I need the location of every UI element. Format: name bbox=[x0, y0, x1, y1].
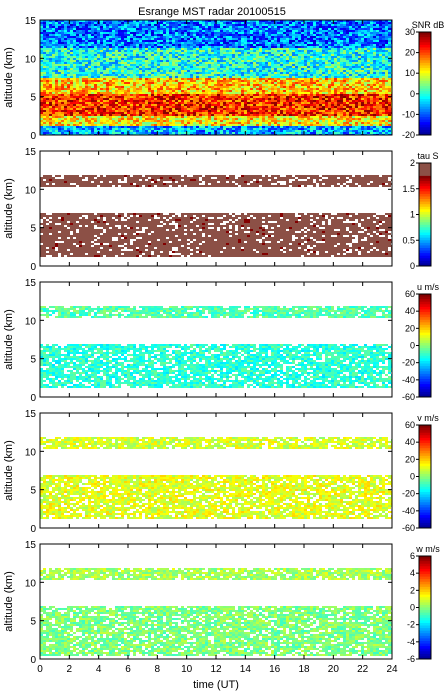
y-tick-label: 5 bbox=[30, 486, 36, 497]
colorbar-tick-label: 1 bbox=[410, 210, 415, 220]
colorbar-tick-label: 0 bbox=[410, 603, 415, 613]
x-tick-label: 4 bbox=[96, 664, 102, 675]
colorbar-u: u m/s60 40 20 0 -20 -40 -60 bbox=[402, 282, 440, 402]
heatmap-cells bbox=[40, 437, 392, 519]
colorbar-tick-label: 30 bbox=[405, 27, 415, 37]
y-tick-label: 10 bbox=[25, 447, 37, 458]
x-tick-label: 20 bbox=[328, 664, 340, 675]
x-tick-label: 24 bbox=[386, 664, 398, 675]
y-tick-label: 0 bbox=[30, 262, 36, 273]
figure-title: Esrange MST radar 20100515 bbox=[138, 6, 286, 18]
colorbar-tick-label: -20 bbox=[402, 358, 415, 368]
x-tick-label: 8 bbox=[155, 664, 161, 675]
y-axis-label: altitude (km) bbox=[3, 440, 15, 501]
x-tick-label: 12 bbox=[210, 664, 222, 675]
colorbar-v: v m/s60 40 20 0 -20 -40 -60 bbox=[402, 413, 439, 533]
colorbar-tick-label: 0 bbox=[410, 472, 415, 482]
y-tick-label: 0 bbox=[30, 524, 36, 535]
colorbar-tick-label: 2 bbox=[410, 158, 415, 168]
colorbar-label: SNR dB bbox=[412, 20, 445, 30]
y-tick-label: 10 bbox=[25, 54, 37, 65]
colorbar-tau: tau S2 1.5 1 0.5 0 bbox=[402, 151, 438, 271]
y-axis-label: altitude (km) bbox=[3, 178, 15, 239]
colorbar-tick-label: 6 bbox=[410, 551, 415, 561]
colorbar-tick-label: 40 bbox=[405, 306, 415, 316]
x-tick-label: 6 bbox=[125, 664, 131, 675]
y-tick-label: 15 bbox=[25, 147, 37, 158]
x-tick-label: 10 bbox=[181, 664, 193, 675]
colorbar-tick-label: 20 bbox=[405, 323, 415, 333]
x-tick-label: 18 bbox=[298, 664, 310, 675]
colorbar-tick-label: 1.5 bbox=[402, 184, 415, 194]
colorbar-tick-label: 10 bbox=[405, 68, 415, 78]
y-axis-label: altitude (km) bbox=[3, 47, 15, 108]
colorbar-tick-label: 0 bbox=[410, 261, 415, 271]
y-tick-label: 0 bbox=[30, 393, 36, 404]
colorbar-tick-label: -10 bbox=[402, 109, 415, 119]
colorbar-tick-label: 4 bbox=[410, 568, 415, 578]
y-tick-label: 5 bbox=[30, 93, 36, 104]
colorbar-tick-label: 20 bbox=[405, 454, 415, 464]
y-tick-label: 10 bbox=[25, 185, 37, 196]
x-tick-label: 2 bbox=[67, 664, 73, 675]
y-tick-label: 0 bbox=[30, 131, 36, 142]
colorbar-tick-label: -60 bbox=[402, 392, 415, 402]
colorbar-tick-label: 0.5 bbox=[402, 235, 415, 245]
colorbar-tick-label: 60 bbox=[405, 289, 415, 299]
colorbar-tick-label: 60 bbox=[405, 420, 415, 430]
colorbar-tick-label: 40 bbox=[405, 437, 415, 447]
colorbar-tick-label: -2 bbox=[407, 620, 415, 630]
colorbar-tick-label: -20 bbox=[402, 130, 415, 140]
y-tick-label: 15 bbox=[25, 16, 37, 27]
heatmap-cells bbox=[40, 175, 392, 257]
y-tick-label: 5 bbox=[30, 224, 36, 235]
x-tick-label: 16 bbox=[269, 664, 281, 675]
y-tick-label: 0 bbox=[30, 655, 36, 666]
panel-u: 0 5 10 15 altitude (km) u m/s60 40 20 0 -20 -40 -60 bbox=[3, 278, 439, 404]
x-tick-label: 14 bbox=[240, 664, 252, 675]
heatmap-cells bbox=[40, 20, 392, 135]
colorbar-label: tau S bbox=[417, 151, 438, 161]
colorbar-label: v m/s bbox=[417, 413, 439, 423]
colorbar-tick-label: -6 bbox=[407, 654, 415, 664]
colorbar-label: u m/s bbox=[417, 282, 440, 292]
panel-v: 0 5 10 15 altitude (km) v m/s60 40 20 0 -20 -40 -60 bbox=[3, 409, 439, 535]
heatmap-cells bbox=[40, 306, 392, 388]
colorbar-tick-label: -4 bbox=[407, 637, 415, 647]
colorbar-tick-label: 0 bbox=[410, 341, 415, 351]
y-tick-label: 5 bbox=[30, 617, 36, 628]
colorbar-label: w m/s bbox=[415, 544, 440, 554]
x-axis-label: time (UT) bbox=[193, 679, 239, 691]
colorbar-w: w m/s6 4 2 0 -2 -4 -6 bbox=[407, 544, 440, 664]
colorbar-tick-label: -40 bbox=[402, 375, 415, 385]
y-tick-label: 15 bbox=[25, 540, 37, 551]
y-tick-label: 10 bbox=[25, 578, 37, 589]
colorbar-tick-label: 20 bbox=[405, 48, 415, 58]
colorbar-tick-label: 0 bbox=[410, 89, 415, 99]
y-tick-label: 15 bbox=[25, 409, 37, 420]
y-tick-label: 15 bbox=[25, 278, 37, 289]
colorbar-tick-label: -40 bbox=[402, 506, 415, 516]
y-tick-label: 10 bbox=[25, 316, 37, 327]
colorbar-tick-label: -20 bbox=[402, 489, 415, 499]
colorbar-tick-label: -60 bbox=[402, 523, 415, 533]
heatmap-cells bbox=[40, 568, 392, 656]
colorbar-tick-label: 2 bbox=[410, 585, 415, 595]
x-tick-label: 22 bbox=[357, 664, 369, 675]
y-axis-label: altitude (km) bbox=[3, 571, 15, 632]
y-axis-label: altitude (km) bbox=[3, 309, 15, 370]
panel-tau: 0 5 10 15 altitude (km) tau S2 1.5 1 0.5 0 bbox=[3, 147, 439, 273]
x-tick-label: 0 bbox=[37, 664, 43, 675]
y-tick-label: 5 bbox=[30, 355, 36, 366]
